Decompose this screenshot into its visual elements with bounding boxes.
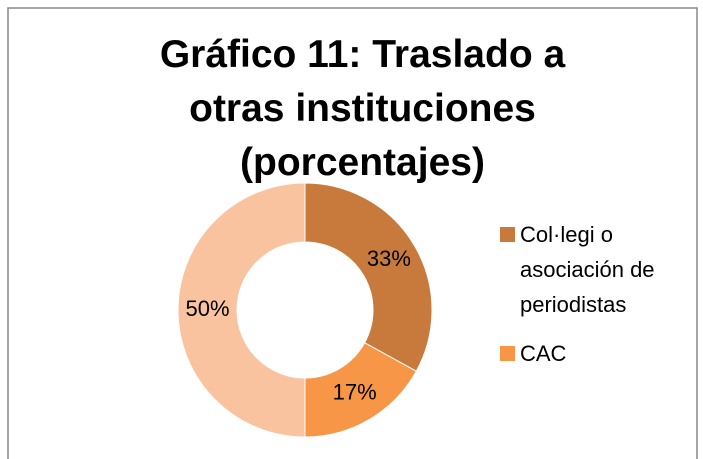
donut-segment xyxy=(304,182,433,372)
data-label: 17% xyxy=(333,380,377,405)
legend-label: CAC xyxy=(520,341,567,366)
chart-frame xyxy=(7,7,698,459)
chart-title: Gráfico 11: Traslado a otras institucion… xyxy=(159,33,566,184)
donut-segment xyxy=(177,182,306,438)
data-label: 50% xyxy=(185,296,229,321)
legend-swatch xyxy=(500,227,515,242)
legend-label: Col·legi o asociación de periodistas xyxy=(520,222,655,317)
data-label: 33% xyxy=(367,246,411,271)
legend-swatch xyxy=(500,346,515,361)
